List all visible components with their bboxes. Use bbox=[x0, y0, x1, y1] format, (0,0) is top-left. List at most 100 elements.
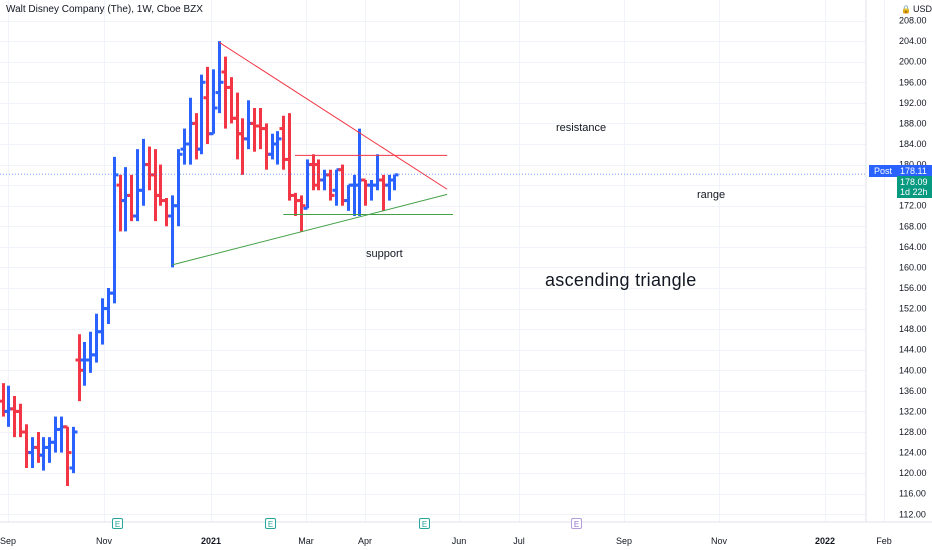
price-tick-label: 192.00 bbox=[899, 98, 927, 108]
price-tick-label: 136.00 bbox=[899, 386, 927, 396]
currency-text: USD bbox=[912, 4, 932, 14]
price-tick-label: 152.00 bbox=[899, 304, 927, 314]
price-tick-label: 204.00 bbox=[899, 36, 927, 46]
last-price-tag: 178.09 bbox=[897, 176, 932, 188]
price-tick-label: 184.00 bbox=[899, 139, 927, 149]
ohlc-bar bbox=[320, 169, 329, 191]
ohlc-bar bbox=[86, 331, 95, 373]
price-tick-label: 132.00 bbox=[899, 406, 927, 416]
price-tick-label: 148.00 bbox=[899, 324, 927, 334]
earnings-icon[interactable]: E bbox=[112, 518, 123, 529]
ohlc-bar bbox=[227, 77, 236, 124]
ohlc-bar bbox=[69, 426, 78, 474]
price-tick-label: 124.00 bbox=[899, 448, 927, 458]
price-tick-label: 140.00 bbox=[899, 365, 927, 375]
drawing-lines bbox=[172, 41, 453, 266]
ohlc-bar bbox=[367, 180, 376, 201]
ohlc-bar bbox=[379, 174, 388, 211]
post-price-tag: 178.11 bbox=[897, 165, 932, 177]
price-tick-label: 116.00 bbox=[899, 489, 926, 499]
time-tick-label: 2022 bbox=[815, 536, 835, 546]
price-tick-label: 196.00 bbox=[899, 77, 927, 87]
ohlc-bar bbox=[127, 174, 136, 222]
ohlc-bar bbox=[63, 425, 72, 486]
range-annotation[interactable]: range bbox=[697, 189, 726, 201]
ohlc-bar bbox=[221, 56, 230, 129]
price-tick-label: 188.00 bbox=[899, 118, 927, 128]
time-tick-label: 2021 bbox=[201, 536, 221, 546]
ohlc-bar bbox=[373, 154, 382, 191]
ohlc-bar bbox=[98, 298, 107, 345]
time-tick-label: Jun bbox=[452, 536, 467, 546]
future-earnings-icon[interactable]: E bbox=[571, 518, 582, 529]
price-axis[interactable]: 112.00 116.00 120.00 124.00 128.00 132.00 136.… bbox=[899, 16, 927, 520]
ohlc-bar bbox=[390, 173, 399, 191]
pattern-annotation[interactable]: ascending triangle bbox=[545, 270, 697, 290]
ohlc-bar bbox=[92, 313, 101, 363]
price-tick-label: 200.00 bbox=[899, 57, 927, 67]
ohlc-bar bbox=[309, 154, 318, 191]
ohlc-bar bbox=[326, 169, 335, 201]
time-tick-label: Mar bbox=[298, 536, 314, 546]
ohlc-bar bbox=[10, 396, 19, 438]
ohlc-bar bbox=[285, 113, 294, 201]
ohlc-bar bbox=[233, 92, 242, 160]
ohlc-bar bbox=[186, 97, 195, 165]
price-tick-label: 168.00 bbox=[899, 221, 927, 231]
price-tick-label: 156.00 bbox=[899, 283, 927, 293]
time-tick-label: Sep bbox=[616, 536, 632, 546]
earnings-icon[interactable]: E bbox=[419, 518, 430, 529]
ohlc-bar bbox=[192, 113, 201, 160]
ohlc-bar bbox=[174, 149, 183, 227]
time-tick-label: Nov bbox=[96, 536, 113, 546]
ohlc-bar bbox=[51, 416, 60, 453]
price-tick-label: 164.00 bbox=[899, 242, 927, 252]
ohlc-bar bbox=[80, 342, 89, 386]
price-tick-label: 128.00 bbox=[899, 427, 927, 437]
time-axis[interactable]: Sep Nov 2021 Mar Apr Jun Jul Sep Nov 2022 Feb bbox=[0, 536, 892, 546]
time-tick-label: Sep bbox=[0, 536, 16, 546]
time-tick-label: Feb bbox=[876, 536, 892, 546]
earnings-icon[interactable]: E bbox=[265, 518, 276, 529]
lock-icon: 🔒 bbox=[901, 5, 911, 14]
ohlc-bar bbox=[350, 174, 359, 216]
ohlc-bar bbox=[34, 432, 43, 463]
price-tick-label: 144.00 bbox=[899, 345, 927, 355]
price-tick-label: 172.00 bbox=[899, 201, 927, 211]
ohlc-bar bbox=[22, 424, 31, 468]
ohlc-bar bbox=[180, 128, 189, 165]
ohlc-bar bbox=[116, 174, 125, 232]
resistance-annotation[interactable]: resistance bbox=[556, 122, 607, 134]
symbol-title[interactable]: Walt Disney Company (The), 1W, Cboe BZX bbox=[6, 4, 203, 15]
ohlc-bar bbox=[209, 69, 218, 136]
ohlc-bar bbox=[28, 437, 37, 468]
ohlc-bar bbox=[110, 156, 119, 304]
time-tick-label: Apr bbox=[358, 536, 372, 546]
ohlc-bar bbox=[75, 334, 84, 402]
ohlc-bar bbox=[162, 198, 171, 227]
post-label-tag: Post bbox=[869, 165, 897, 177]
price-tick-label: 208.00 bbox=[899, 16, 927, 26]
support-annotation[interactable]: support bbox=[366, 248, 403, 260]
resistance-line bbox=[218, 41, 448, 190]
ohlc-bar bbox=[215, 41, 224, 114]
ohlc-bars bbox=[0, 41, 399, 486]
ohlc-bar bbox=[355, 128, 364, 216]
currency-label[interactable]: 🔒 USD bbox=[901, 4, 932, 14]
time-tick-label: Jul bbox=[513, 536, 525, 546]
bar-countdown-tag: 1d 22h bbox=[897, 186, 932, 198]
ohlc-bar bbox=[262, 123, 271, 170]
ohlc-bar bbox=[297, 195, 306, 232]
support-line bbox=[172, 193, 448, 266]
ohlc-bar bbox=[57, 416, 66, 453]
price-tick-label: 160.00 bbox=[899, 262, 927, 272]
ohlc-bar bbox=[197, 74, 206, 155]
grid bbox=[0, 0, 885, 522]
price-tick-label: 112.00 bbox=[899, 509, 926, 519]
ohlc-bar bbox=[121, 167, 130, 232]
ohlc-bar bbox=[332, 168, 341, 206]
price-tick-label: 180.00 bbox=[899, 160, 927, 170]
ohlc-bar bbox=[250, 108, 259, 152]
ohlc-bar bbox=[291, 192, 300, 216]
